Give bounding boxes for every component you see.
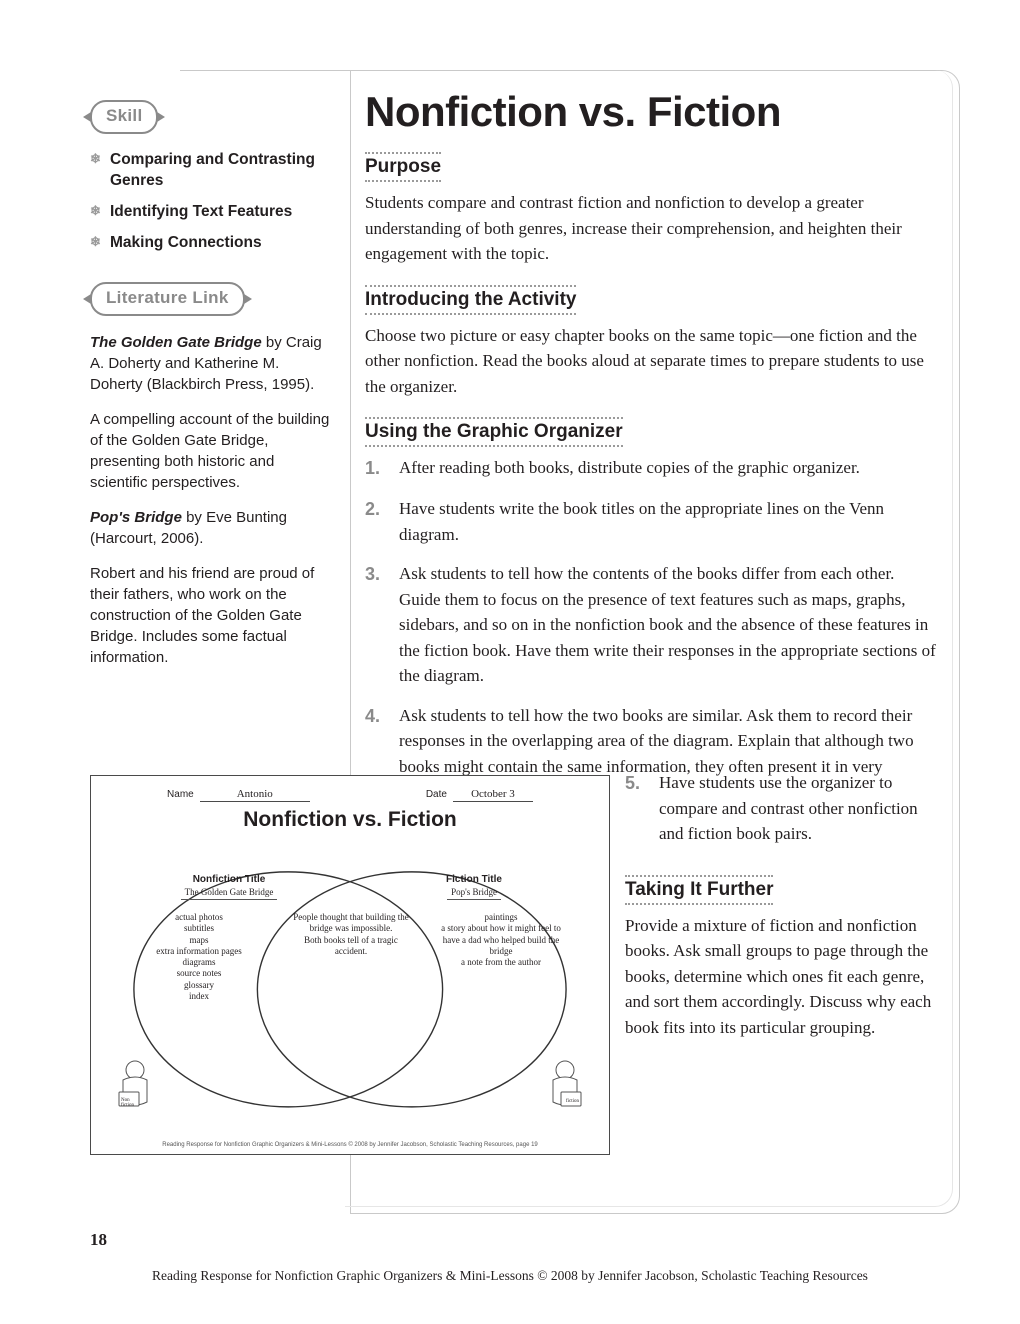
- both-items: People thought that building the bridge …: [287, 912, 415, 957]
- skill-badge: Skill: [90, 100, 158, 134]
- lit-para: A compelling account of the building of …: [90, 409, 335, 493]
- venn-diagram: Nonfiction Title The Golden Gate Bridge …: [109, 840, 591, 1120]
- lit-para: Robert and his friend are proud of their…: [90, 563, 335, 668]
- step-num: 2.: [365, 496, 387, 547]
- literature-body: The Golden Gate Bridge by Craig A. Doher…: [90, 332, 335, 668]
- f-head: Fiction Title: [409, 874, 539, 887]
- step-item: 3.Ask students to tell how the contents …: [365, 561, 940, 689]
- further-body: Provide a mixture of fiction and nonfict…: [625, 913, 940, 1041]
- skill-list: Comparing and Contrasting Genres Identif…: [90, 150, 335, 254]
- intro-body: Choose two picture or easy chapter books…: [365, 323, 940, 400]
- page-number: 18: [90, 1230, 107, 1250]
- step-item: 5.Have students use the organizer to com…: [625, 770, 940, 847]
- purpose-heading: Purpose: [365, 152, 441, 182]
- step-text: Have students write the book titles on t…: [399, 496, 940, 547]
- step-text: Have students use the organizer to compa…: [659, 770, 940, 847]
- date-value: October 3: [453, 788, 533, 802]
- purpose-body: Students compare and contrast fiction an…: [365, 190, 940, 267]
- skill-item: Comparing and Contrasting Genres: [90, 150, 335, 192]
- name-label: Name: [167, 789, 194, 800]
- kid-right-book-label: fiction: [566, 1099, 579, 1104]
- step-text: Ask students to tell how the contents of…: [399, 561, 940, 689]
- skill-item: Identifying Text Features: [90, 202, 335, 223]
- further-heading: Taking It Further: [625, 875, 773, 905]
- date-label: Date: [426, 789, 447, 800]
- kid-left-icon: Non fiction: [113, 1058, 157, 1114]
- intro-heading: Introducing the Activity: [365, 285, 576, 315]
- page: Skill Comparing and Contrasting Genres I…: [0, 0, 1020, 1324]
- sidebar: Skill Comparing and Contrasting Genres I…: [90, 100, 335, 682]
- f-items: paintings a story about how it might fee…: [441, 912, 561, 968]
- name-field: Name Antonio: [167, 788, 310, 802]
- nf-items: actual photos subtitles maps extra infor…: [139, 912, 259, 1002]
- kid-right-icon: fiction: [543, 1058, 587, 1114]
- book-title: The Golden Gate Bridge: [90, 334, 262, 351]
- right-column: 5.Have students use the organizer to com…: [625, 770, 940, 1040]
- using-heading: Using the Graphic Organizer: [365, 417, 623, 447]
- nf-head: Nonfiction Title: [164, 874, 294, 887]
- step-item: 2.Have students write the book titles on…: [365, 496, 940, 547]
- steps-list: 1. After reading both books, distribute c…: [365, 455, 940, 805]
- kid-left-book-label: Non fiction: [121, 1098, 134, 1108]
- skill-item: Making Connections: [90, 233, 335, 254]
- worksheet-sample: Name Antonio Date October 3 Nonfiction v…: [90, 775, 610, 1155]
- lit-para: Pop's Bridge by Eve Bunting (Harcourt, 2…: [90, 507, 335, 549]
- step-item: 1. After reading both books, distribute c…: [365, 455, 940, 482]
- worksheet-footer: Reading Response for Nonfiction Graphic …: [91, 1142, 609, 1148]
- date-field: Date October 3: [426, 788, 533, 802]
- step-num: 3.: [365, 561, 387, 689]
- step-num: 5.: [625, 770, 647, 847]
- step5-list: 5.Have students use the organizer to com…: [625, 770, 940, 847]
- literature-link-text: Literature Link: [106, 288, 229, 307]
- book-title: Pop's Bridge: [90, 509, 182, 526]
- skill-badge-text: Skill: [106, 106, 142, 125]
- main-content: Nonfiction vs. Fiction Purpose Students …: [365, 88, 940, 819]
- name-value: Antonio: [200, 788, 310, 802]
- step-num: 1.: [365, 455, 387, 482]
- copyright-line: Reading Response for Nonfiction Graphic …: [0, 1268, 1020, 1284]
- f-head-block: Fiction Title Pop's Bridge: [409, 874, 539, 900]
- worksheet-title: Nonfiction vs. Fiction: [109, 808, 591, 832]
- nf-head-block: Nonfiction Title The Golden Gate Bridge: [164, 874, 294, 900]
- literature-link-badge: Literature Link: [90, 282, 245, 316]
- lit-para: The Golden Gate Bridge by Craig A. Doher…: [90, 332, 335, 395]
- f-title: Pop's Bridge: [447, 887, 501, 900]
- worksheet-header-row: Name Antonio Date October 3: [109, 788, 591, 802]
- page-title: Nonfiction vs. Fiction: [365, 88, 940, 136]
- nf-title: The Golden Gate Bridge: [181, 887, 278, 900]
- step-text: After reading both books, distribute cop…: [399, 455, 860, 482]
